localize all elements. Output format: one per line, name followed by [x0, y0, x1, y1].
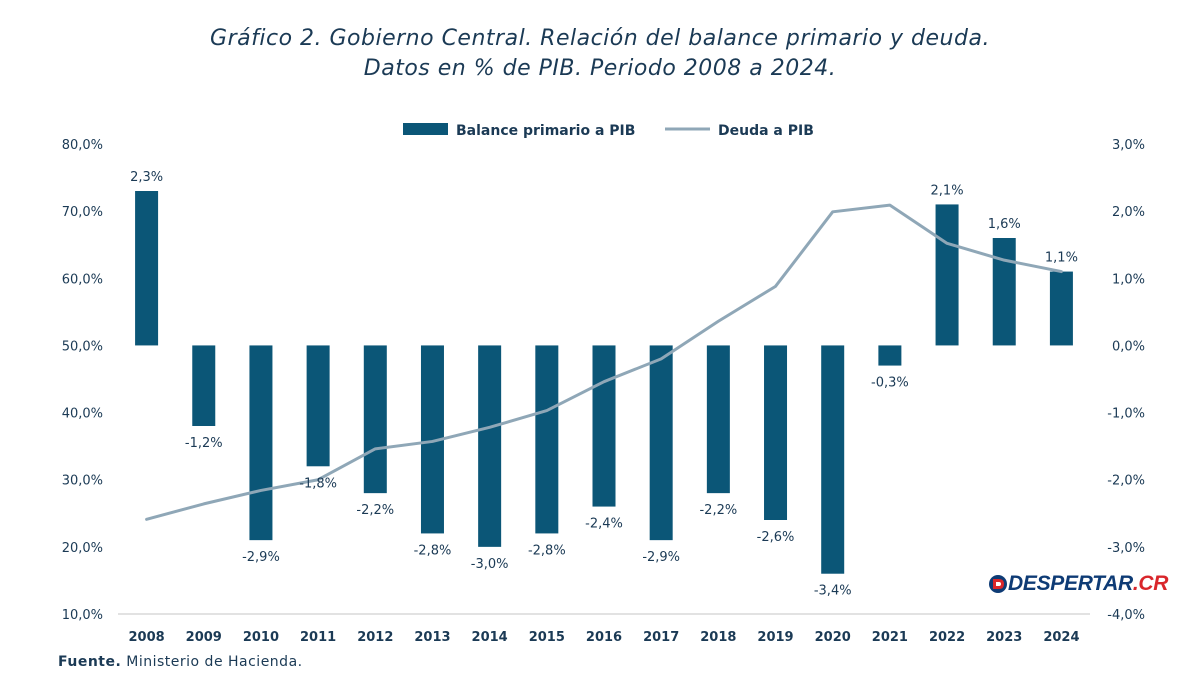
bar-data-label: 1,6%	[988, 217, 1021, 232]
y-right-tick-label: 1,0%	[1112, 272, 1145, 287]
y-right-tick-label: -1,0%	[1107, 407, 1145, 422]
x-tick-label: 2020	[815, 630, 851, 645]
bar-data-label: -2,8%	[528, 543, 566, 558]
x-tick-label: 2016	[586, 630, 622, 645]
y-left-tick-label: 50,0%	[62, 339, 103, 354]
x-tick-label: 2009	[186, 630, 222, 645]
y-right-tick-label: 2,0%	[1112, 205, 1145, 220]
bar-data-label: -2,8%	[414, 543, 452, 558]
x-tick-label: 2021	[872, 630, 908, 645]
y-left-tick-label: 80,0%	[62, 138, 103, 153]
bar	[992, 238, 1016, 346]
y-right-tick-label: -3,0%	[1107, 541, 1145, 556]
bar-data-label: -2,9%	[642, 550, 680, 565]
x-tick-label: 2010	[243, 630, 279, 645]
logo-main-text: DESPERTAR	[1008, 572, 1133, 595]
bar-data-label: -1,8%	[299, 476, 337, 491]
x-tick-label: 2024	[1043, 630, 1079, 645]
x-tick-label: 2022	[929, 630, 965, 645]
bar-data-label: 2,1%	[931, 183, 964, 198]
x-tick-label: 2011	[300, 630, 336, 645]
y-right-tick-label: 3,0%	[1112, 138, 1145, 153]
y-right-tick-label: -4,0%	[1107, 608, 1145, 623]
x-tick-label: 2015	[529, 630, 565, 645]
logo-suffix-text: .CR	[1132, 572, 1169, 595]
bar	[649, 345, 673, 541]
y-left-tick-label: 10,0%	[62, 608, 103, 623]
bar-data-label: -2,9%	[242, 550, 280, 565]
bar	[192, 345, 216, 426]
bar	[363, 345, 387, 494]
bar	[249, 345, 273, 541]
bar	[821, 345, 845, 574]
bar-data-label: -1,2%	[185, 436, 223, 451]
y-right-tick-label: -2,0%	[1107, 474, 1145, 489]
y-right-tick-label: 0,0%	[1112, 339, 1145, 354]
legend-swatch-balance	[403, 123, 448, 135]
logo-wordmark: DESPERTAR.CR	[1008, 572, 1168, 596]
y-left-tick-label: 70,0%	[62, 205, 103, 220]
bar	[420, 345, 444, 534]
y-left-tick-label: 20,0%	[62, 541, 103, 556]
chart-subtitle: Datos en % de PIB. Periodo 2008 a 2024.	[363, 56, 837, 81]
bar-data-label: -2,2%	[699, 503, 737, 518]
bar-data-label: -0,3%	[871, 376, 909, 391]
bar	[535, 345, 559, 534]
bar-data-label: -3,4%	[814, 584, 852, 599]
legend-label-deuda: Deuda a PIB	[718, 123, 814, 139]
x-tick-label: 2008	[128, 630, 164, 645]
bar	[764, 345, 788, 520]
x-tick-label: 2019	[757, 630, 793, 645]
bar	[478, 345, 502, 547]
chart-title: Gráfico 2. Gobierno Central. Relación de…	[210, 26, 990, 51]
y-left-tick-label: 40,0%	[62, 407, 103, 422]
bar-data-label: -2,2%	[356, 503, 394, 518]
bar	[135, 191, 159, 346]
legend-label-balance: Balance primario a PIB	[456, 123, 635, 139]
bar	[1049, 271, 1073, 346]
bar-data-label: 1,1%	[1045, 251, 1078, 266]
source-text: Ministerio de Hacienda.	[126, 654, 303, 670]
y-left-tick-label: 30,0%	[62, 474, 103, 489]
bar	[306, 345, 330, 467]
x-tick-label: 2023	[986, 630, 1022, 645]
series-line-deuda	[145, 203, 1063, 521]
bar	[706, 345, 730, 494]
source-label: Fuente.	[58, 654, 122, 670]
bar-data-label: -2,4%	[585, 517, 623, 532]
despertar-logo-icon	[989, 575, 1007, 593]
source-note: Fuente. Ministerio de Hacienda.	[58, 654, 303, 670]
bar	[878, 345, 902, 366]
x-tick-label: 2013	[414, 630, 450, 645]
despertar-logo: DESPERTAR.CR	[988, 572, 1168, 596]
x-tick-label: 2012	[357, 630, 393, 645]
x-tick-label: 2014	[472, 630, 508, 645]
bar-data-label: 2,3%	[130, 170, 163, 185]
bar-data-label: -2,6%	[757, 530, 795, 545]
bar-data-label: -3,0%	[471, 557, 509, 572]
y-left-tick-label: 60,0%	[62, 272, 103, 287]
bar	[592, 345, 616, 507]
bar	[935, 204, 959, 346]
x-tick-label: 2018	[700, 630, 736, 645]
x-tick-label: 2017	[643, 630, 679, 645]
